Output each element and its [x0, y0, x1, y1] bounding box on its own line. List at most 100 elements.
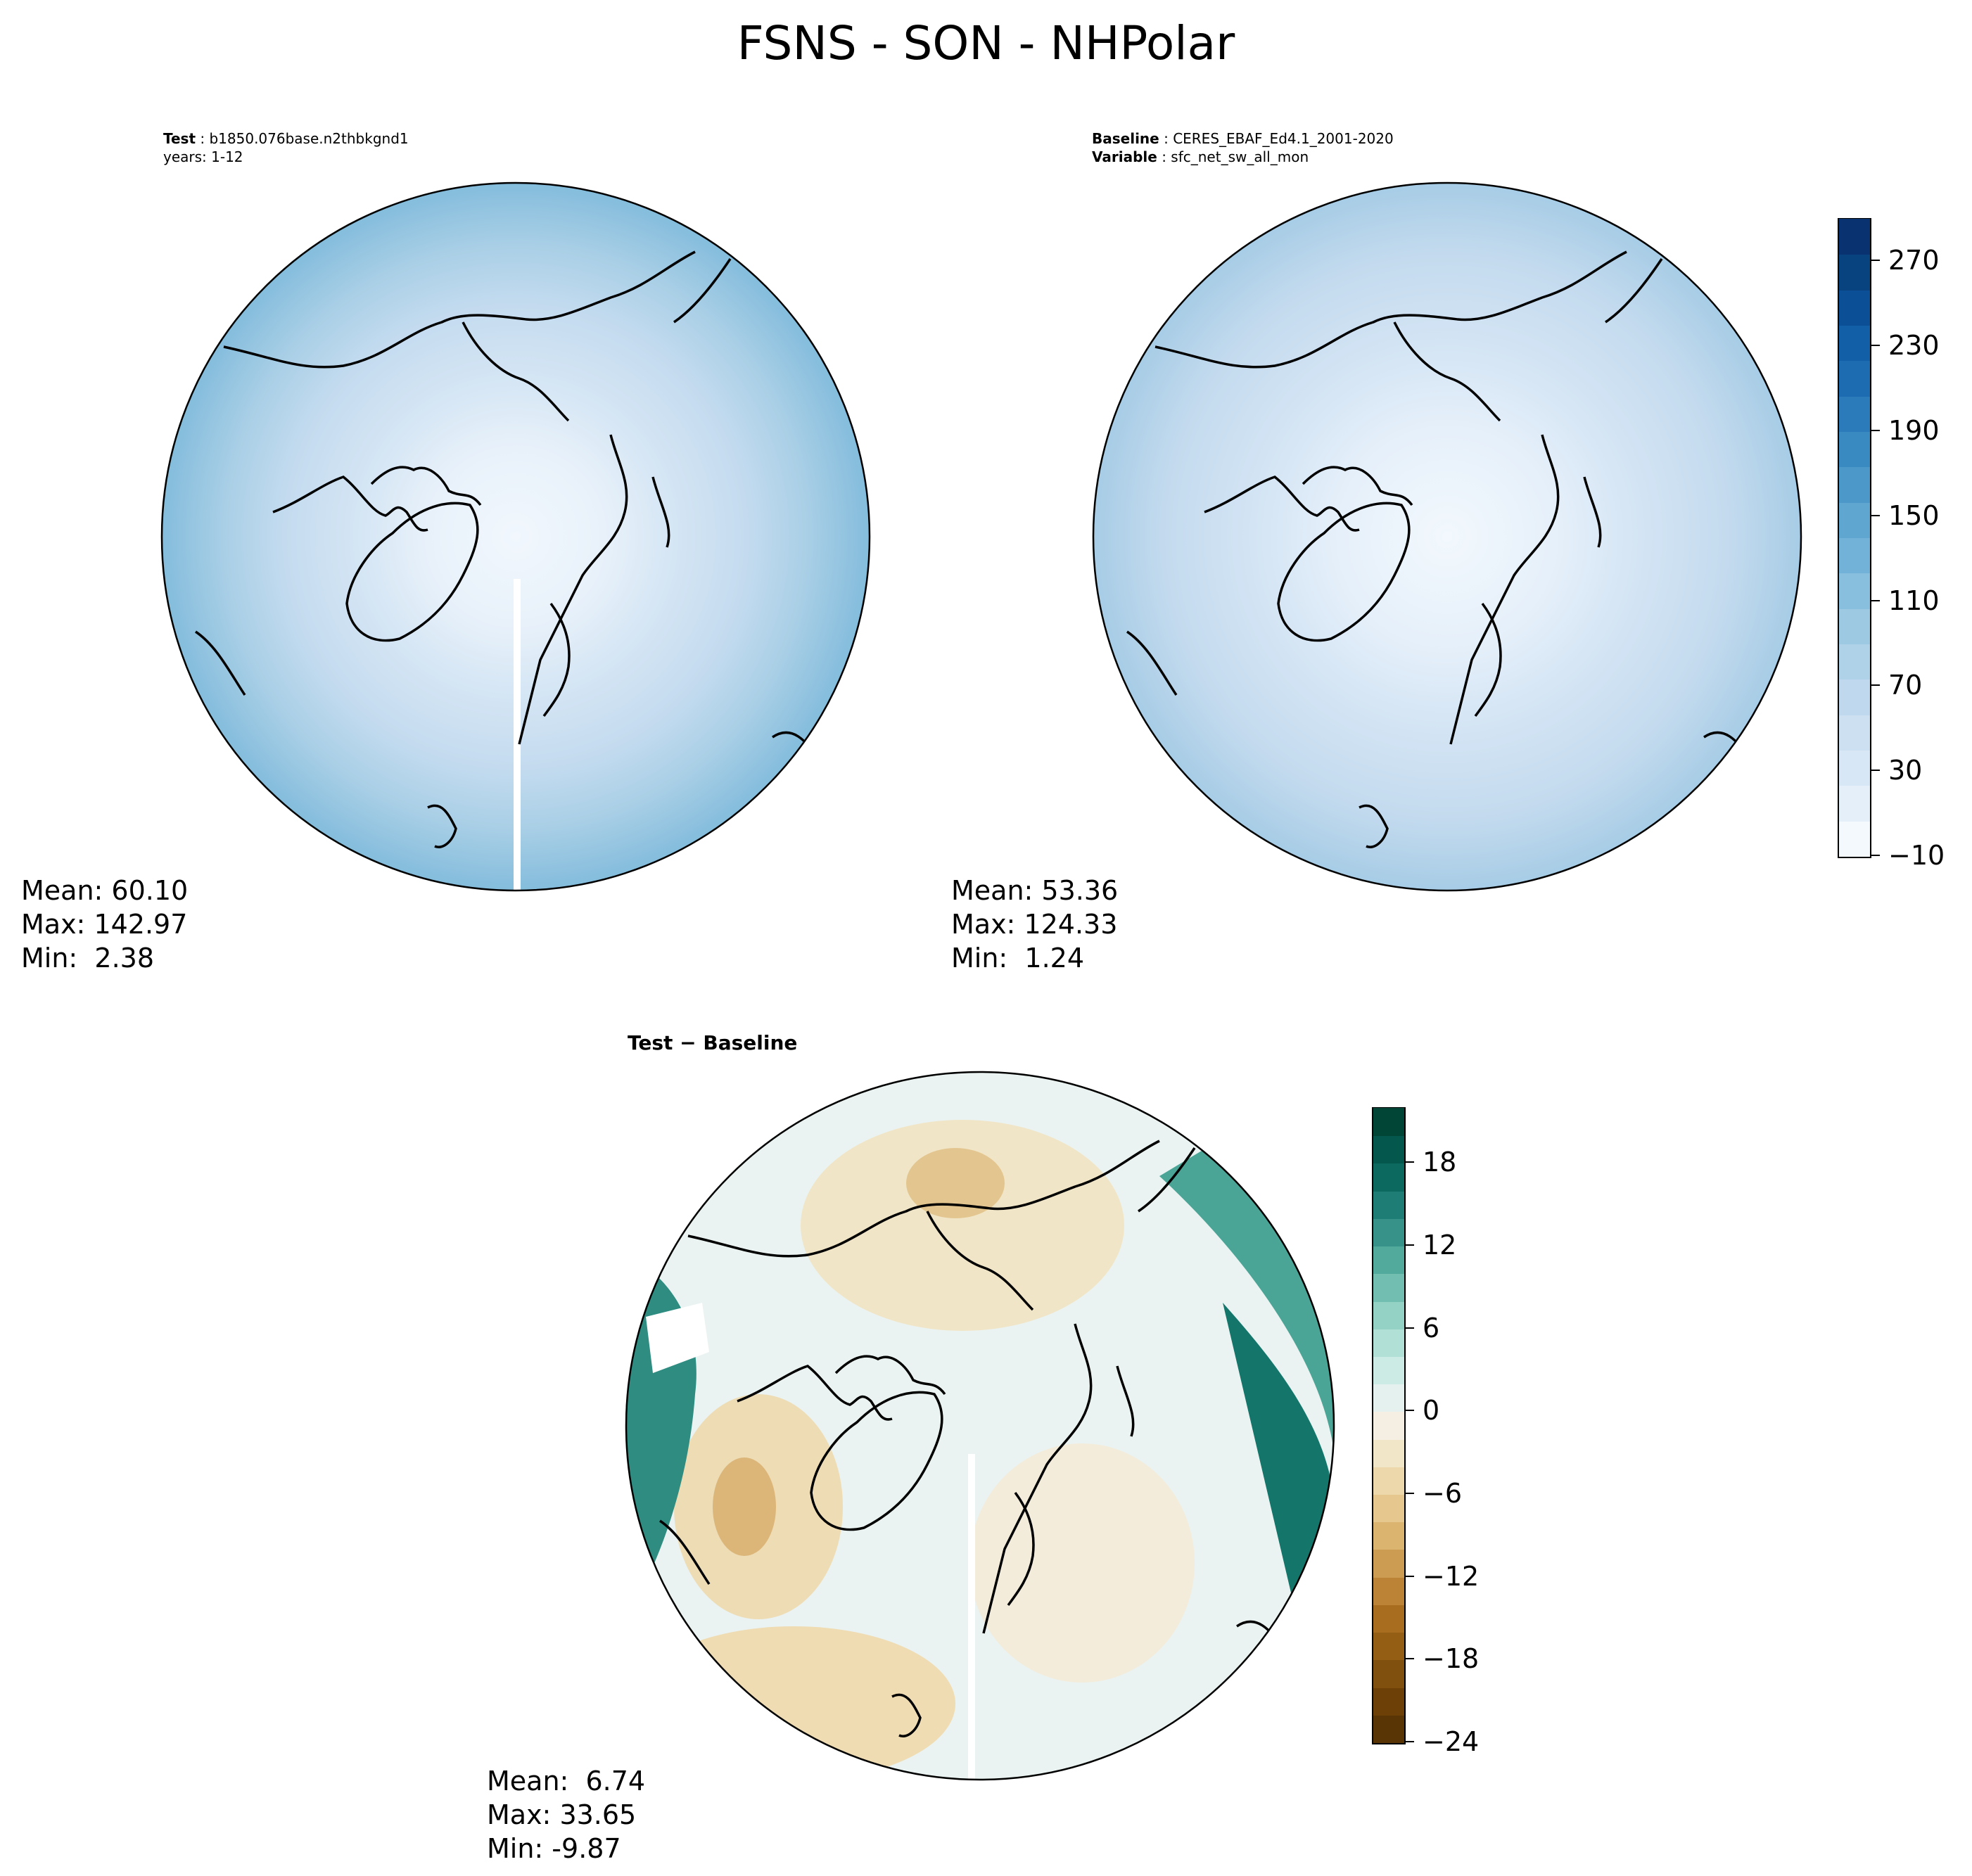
main-colorbar-segment [1839, 325, 1870, 362]
diff-stats: Mean: 6.74 Max: 33.65 Min: -9.87 [487, 1764, 645, 1865]
diff-colorbar [1372, 1107, 1406, 1744]
diff-colorbar-tick-mark [1406, 1658, 1414, 1660]
diff-colorbar-tick-label: 0 [1423, 1395, 1440, 1427]
diff-colorbar-segment [1373, 1715, 1404, 1743]
main-colorbar-segment [1839, 679, 1870, 715]
diff-colorbar-tick-label: 12 [1423, 1230, 1457, 1261]
diff-colorbar-segment [1373, 1604, 1404, 1633]
baseline-variable-value: sfc_net_sw_all_mon [1171, 148, 1309, 165]
baseline-label: Baseline : CERES_EBAF_Ed4.1_2001-2020 Va… [1092, 130, 1394, 165]
main-colorbar-segment [1839, 431, 1870, 468]
diff-colorbar-tick-label: −18 [1423, 1643, 1480, 1675]
main-colorbar-segment [1839, 360, 1870, 397]
main-colorbar-segment [1839, 785, 1870, 822]
main-colorbar-tick-mark [1871, 770, 1880, 772]
diff-colorbar-segment [1373, 1467, 1404, 1495]
diff-colorbar-segment [1373, 1577, 1404, 1605]
main-colorbar-segment [1839, 573, 1870, 609]
test-years: years: 1-12 [163, 148, 243, 165]
diff-min: Min: -9.87 [487, 1833, 621, 1864]
diff-colorbar-tick-label: −24 [1423, 1726, 1480, 1757]
main-colorbar-tick-label: 70 [1888, 670, 1923, 701]
diff-colorbar-ticks: 18 12 6 0 −6 −12 −18 −24 [1406, 1107, 1490, 1757]
diff-colorbar-tick-label: −12 [1423, 1560, 1480, 1592]
diff-colorbar-segment [1373, 1301, 1404, 1329]
diff-polar-map [625, 1071, 1335, 1781]
diff-colorbar-tick-mark [1406, 1575, 1414, 1577]
baseline-map-border [1092, 181, 1802, 892]
diff-colorbar-segment [1373, 1411, 1404, 1440]
diff-colorbar-segment [1373, 1494, 1404, 1523]
main-colorbar-ticks: 270 230 190 150 110 70 30 −10 [1871, 218, 1956, 871]
diff-colorbar-segment [1373, 1632, 1404, 1661]
baseline-stats: Mean: 53.36 Max: 124.33 Min: 1.24 [951, 874, 1118, 975]
test-polar-map [160, 181, 871, 892]
diff-map-border [625, 1071, 1335, 1781]
main-colorbar-tick-mark [1871, 684, 1880, 687]
main-colorbar-tick-label: 190 [1888, 415, 1940, 446]
diff-colorbar-segment [1373, 1108, 1404, 1137]
baseline-mean: Mean: 53.36 [951, 875, 1119, 906]
test-label: Test : b1850.076base.n2thbkgnd1 years: 1… [163, 130, 409, 165]
diff-colorbar-segment [1373, 1329, 1404, 1357]
baseline-label-value: CERES_EBAF_Ed4.1_2001-2020 [1173, 130, 1394, 147]
test-coastlines [195, 250, 820, 848]
diff-colorbar-tick-label: 18 [1423, 1147, 1457, 1178]
main-colorbar-segment [1839, 715, 1870, 751]
main-colorbar-segment [1839, 290, 1870, 326]
diff-label: Test − Baseline [628, 1031, 798, 1054]
test-label-value: b1850.076base.n2thbkgnd1 [209, 130, 409, 147]
diff-max: Max: 33.65 [487, 1799, 637, 1830]
test-min: Min: 2.38 [21, 943, 154, 974]
figure-title: FSNS - SON - NHPolar [737, 16, 1235, 70]
main-colorbar-segment [1839, 537, 1870, 574]
main-colorbar-tick-mark [1871, 855, 1880, 856]
baseline-min: Min: 1.24 [951, 943, 1084, 974]
diff-colorbar-segment [1373, 1549, 1404, 1578]
baseline-max: Max: 124.33 [951, 909, 1118, 940]
main-colorbar-segment [1839, 608, 1870, 644]
main-colorbar-tick-mark [1871, 260, 1880, 262]
main-colorbar-segment [1839, 396, 1870, 432]
diff-colorbar-tick-mark [1406, 1741, 1414, 1742]
diff-colorbar-segment [1373, 1521, 1404, 1550]
main-colorbar-tick-label: 230 [1888, 330, 1940, 362]
main-colorbar-segment [1839, 254, 1870, 291]
diff-colorbar-segment [1373, 1246, 1404, 1275]
main-colorbar [1838, 218, 1871, 858]
diff-colorbar-segment [1373, 1356, 1404, 1385]
main-colorbar-tick-mark [1871, 599, 1880, 601]
baseline-variable-key: Variable [1092, 148, 1157, 165]
main-colorbar-tick-label: 30 [1888, 755, 1923, 786]
test-map-border [160, 181, 871, 892]
main-colorbar-tick-mark [1871, 514, 1880, 516]
diff-colorbar-tick-mark [1406, 1161, 1414, 1163]
diff-colorbar-segment [1373, 1135, 1404, 1164]
diff-colorbar-segment [1373, 1659, 1404, 1688]
main-colorbar-tick-label: 270 [1888, 245, 1940, 276]
test-stats: Mean: 60.10 Max: 142.97 Min: 2.38 [21, 874, 188, 975]
diff-colorbar-segment [1373, 1218, 1404, 1247]
diff-colorbar-tick-label: −6 [1423, 1478, 1463, 1510]
test-mean: Mean: 60.10 [21, 875, 189, 906]
diff-colorbar-tick-label: 6 [1423, 1312, 1440, 1344]
test-label-key: Test [163, 130, 196, 147]
diff-colorbar-tick-mark [1406, 1493, 1414, 1495]
baseline-label-key: Baseline [1092, 130, 1159, 147]
main-colorbar-segment [1839, 219, 1870, 255]
main-colorbar-tick-mark [1871, 345, 1880, 347]
baseline-polar-map [1092, 181, 1802, 892]
diff-colorbar-tick-mark [1406, 1410, 1414, 1412]
diff-colorbar-segment [1373, 1273, 1404, 1302]
main-colorbar-segment [1839, 821, 1870, 857]
diff-colorbar-segment [1373, 1191, 1404, 1219]
main-colorbar-tick-mark [1871, 430, 1880, 431]
diff-colorbar-tick-mark [1406, 1244, 1414, 1246]
main-colorbar-segment [1839, 750, 1870, 786]
diff-colorbar-segment [1373, 1687, 1404, 1716]
diff-colorbar-tick-mark [1406, 1327, 1414, 1329]
diff-colorbar-segment [1373, 1163, 1404, 1192]
diff-mean: Mean: 6.74 [487, 1766, 646, 1797]
main-colorbar-segment [1839, 466, 1870, 503]
main-colorbar-tick-label: −10 [1888, 840, 1945, 871]
